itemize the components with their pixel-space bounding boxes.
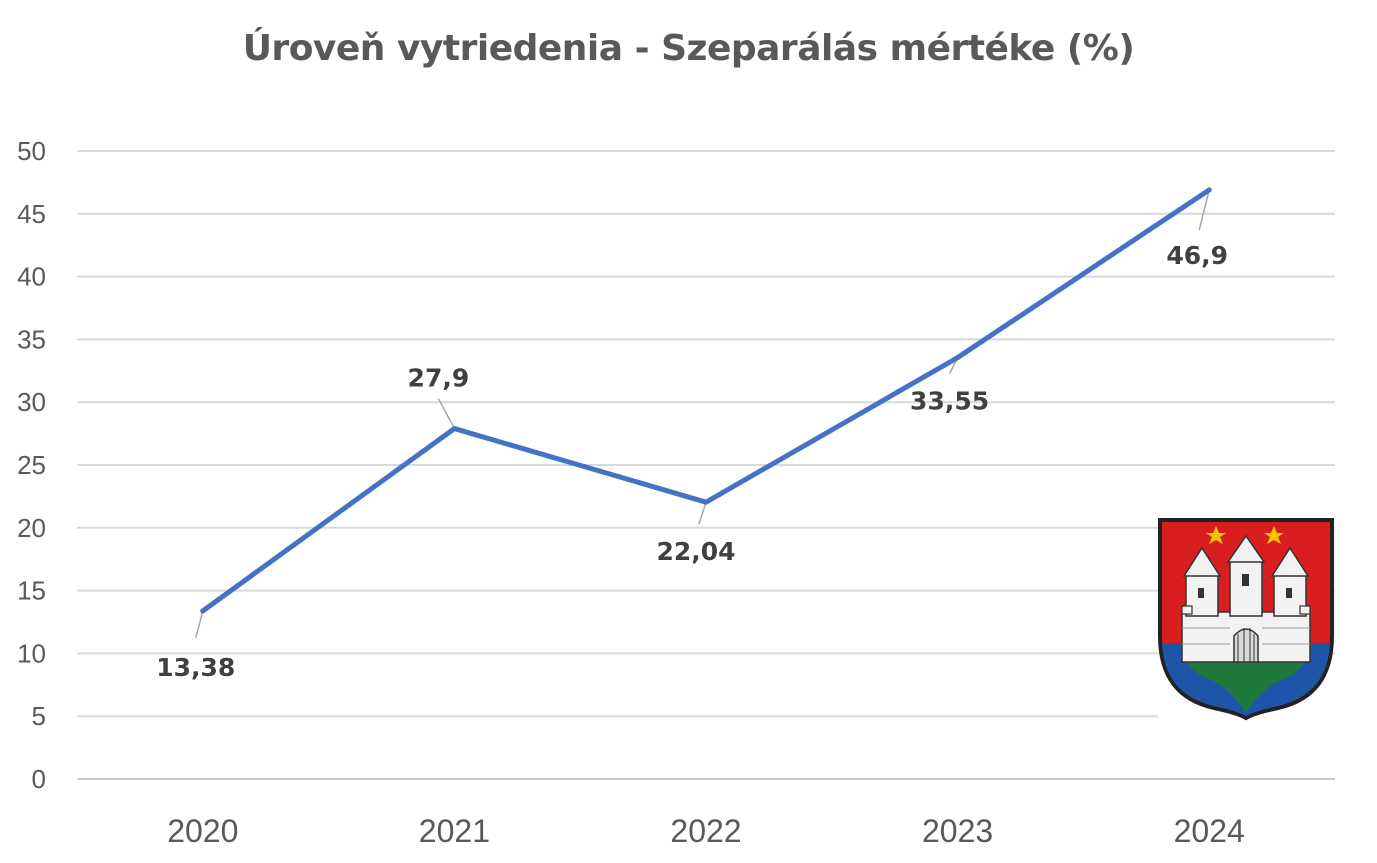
label-leader-lines — [195, 189, 1210, 639]
data-label: 46,9 — [1166, 241, 1228, 270]
y-tick-label: 35 — [17, 324, 46, 354]
x-tick-label: 2023 — [922, 813, 993, 849]
x-tick-label: 2022 — [670, 813, 741, 849]
y-tick-label: 20 — [17, 513, 46, 543]
y-tick-label: 0 — [32, 764, 46, 794]
data-point — [955, 355, 961, 361]
y-tick-label: 50 — [17, 136, 46, 166]
x-tick-label: 2024 — [1174, 813, 1245, 849]
x-axis-ticks: 2020 2021 2022 2023 2024 — [167, 813, 1245, 849]
y-tick-label: 40 — [17, 262, 46, 292]
y-axis-ticks: 0 5 10 15 20 25 30 35 40 45 50 — [17, 136, 46, 794]
label-leader-line — [437, 398, 456, 429]
data-label: 27,9 — [408, 364, 470, 393]
label-leader-line — [195, 610, 204, 639]
data-label: 13,38 — [156, 653, 235, 682]
data-point — [451, 426, 457, 432]
grid-lines — [77, 150, 1335, 780]
y-tick-label: 15 — [17, 576, 46, 606]
y-tick-label: 5 — [32, 701, 46, 731]
data-point — [200, 608, 206, 614]
label-leader-line — [1198, 189, 1210, 231]
data-label: 33,55 — [910, 387, 989, 416]
x-tick-label: 2021 — [419, 813, 490, 849]
label-leader-line — [698, 501, 707, 525]
data-point — [1206, 187, 1212, 193]
series-group — [200, 187, 1212, 614]
y-tick-label: 45 — [17, 199, 46, 229]
y-tick-label: 30 — [17, 387, 46, 417]
y-tick-label: 25 — [17, 450, 46, 480]
data-label: 22,04 — [656, 537, 735, 566]
y-tick-label: 10 — [17, 638, 46, 668]
x-tick-label: 2020 — [167, 813, 238, 849]
data-point — [703, 499, 709, 505]
data-labels: 13,38 27,9 22,04 33,55 46,9 — [156, 241, 1228, 682]
coat-of-arms-icon — [1158, 518, 1334, 721]
chart-title: Úroveň vytriedenia - Szeparálás mértéke … — [242, 28, 1135, 69]
